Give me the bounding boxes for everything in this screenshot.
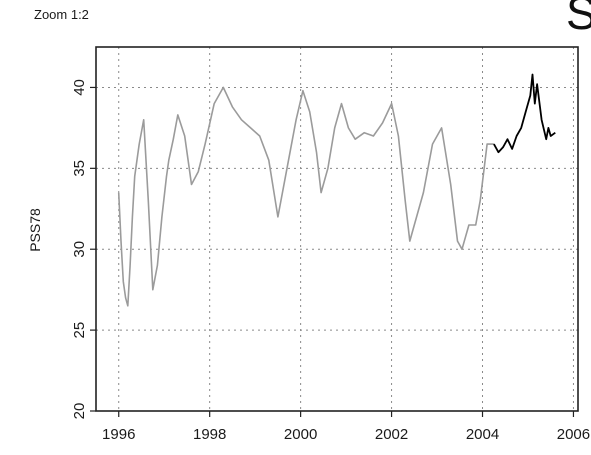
zoom-label: Zoom 1:2 xyxy=(34,7,89,22)
x-tick-label: 2000 xyxy=(284,426,317,443)
y-axis-label: PSS78 xyxy=(27,208,43,252)
y-tick-label: 30 xyxy=(71,241,88,258)
y-tick-label: 40 xyxy=(71,79,88,96)
corner-glyph: S xyxy=(566,0,591,39)
y-tick-label: 20 xyxy=(71,403,88,420)
x-tick-label: 2004 xyxy=(466,426,499,443)
x-tick-label: 2002 xyxy=(375,426,408,443)
x-tick-label: 2006 xyxy=(557,426,590,443)
plot-frame xyxy=(95,46,579,412)
series-layer xyxy=(117,73,556,307)
grid-layer xyxy=(96,47,578,412)
series-line-1 xyxy=(117,86,494,307)
x-tick-label: 1996 xyxy=(102,426,135,443)
axis-layer: 1996 1998 2000 2002 2004 2006 20 25 30 35 40 xyxy=(71,79,590,443)
x-tick-label: 1998 xyxy=(193,426,226,443)
series-line-2 xyxy=(493,73,556,154)
y-tick-label: 35 xyxy=(71,160,88,177)
y-tick-label: 25 xyxy=(71,322,88,339)
